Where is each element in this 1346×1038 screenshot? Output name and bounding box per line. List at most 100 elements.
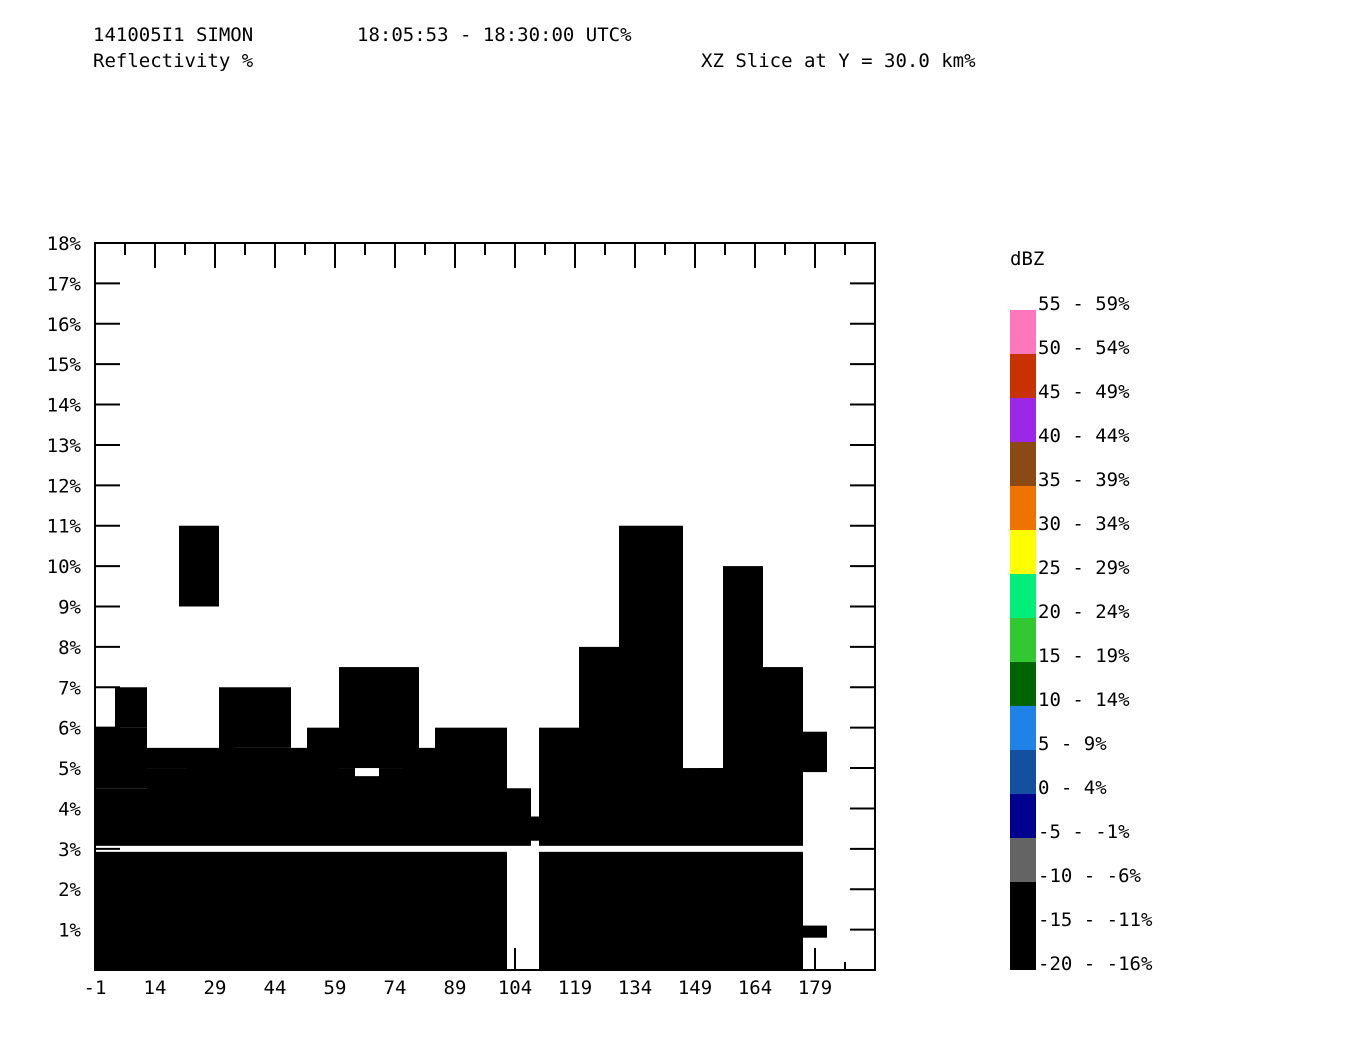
y-tick-label: 6% [58,718,81,740]
legend-swatch [1010,838,1036,882]
legend-swatch [1010,310,1036,354]
plot-axes: -1 14 29 44 59 74 89 104 119 134 149 164 179 1% 2% 3% 4%… [47,233,876,999]
reflectivity-cell [95,727,147,789]
legend-label: 0 - 4% [1038,777,1107,799]
legend-label: 40 - 44% [1038,425,1130,447]
legend-swatch [1010,706,1036,750]
reflectivity-cell [275,889,291,970]
reflectivity-cell [187,848,219,970]
y-tick-label: 10% [47,556,82,578]
legend-swatch [1010,354,1036,398]
y-tick-label: 8% [58,637,81,659]
reflectivity-cell [723,566,763,970]
legend-label: 20 - 24% [1038,601,1130,623]
reflectivity-cell [331,768,355,970]
legend-label: -5 - -1% [1038,821,1130,843]
reflectivity-cell [379,768,403,970]
legend-swatch [1010,926,1036,970]
x-tick-label: 74 [384,977,407,999]
reflectivity-cell [251,755,283,777]
legend-swatch [1010,574,1036,618]
reflectivity-cell [95,848,147,970]
legend-swatch [1010,486,1036,530]
reflectivity-cell [339,667,419,769]
reflectivity-cell [243,889,275,970]
x-tick-label: 164 [738,977,772,999]
legend-swatch [1010,530,1036,574]
x-tick-label: 119 [558,977,592,999]
y-tick-label: 9% [58,597,81,619]
reflectivity-cell [115,687,147,728]
x-tick-label: 14 [144,977,167,999]
legend-label: 55 - 59% [1038,293,1130,315]
legend-swatch [1010,882,1036,926]
reflectivity-cells [95,525,875,970]
legend-label: -10 - -6% [1038,865,1142,887]
reflectivity-cell [707,768,723,785]
x-tick-label: 59 [324,977,347,999]
legend-label: 50 - 54% [1038,337,1130,359]
legend-title: dBZ [1010,248,1044,270]
x-tick-label: -1 [84,977,107,999]
y-tick-label: 17% [47,273,82,295]
legend-swatch [1010,442,1036,486]
y-tick-label: 18% [47,233,82,255]
legend-label: -15 - -11% [1038,909,1153,931]
reflectivity-cell [635,646,675,849]
y-tick-label: 1% [58,920,81,942]
reflectivity-cell [147,747,187,769]
case-label: 141005I1 SIMON [93,24,254,46]
y-tick-label: 11% [47,516,82,538]
legend-label: 35 - 39% [1038,469,1130,491]
data-gap-line [95,845,875,852]
y-tick-label: 7% [58,677,81,699]
legend-label: 10 - 14% [1038,689,1130,711]
reflectivity-cell [579,646,619,970]
legend-label: 15 - 19% [1038,645,1130,667]
x-tick-label: 134 [618,977,652,999]
reflectivity-cell [219,687,291,748]
legend-swatch [1010,398,1036,442]
legend-swatch [1010,662,1036,706]
y-tick-label: 13% [47,435,82,457]
y-tick-label: 14% [47,395,82,417]
legend-label: 5 - 9% [1038,733,1107,755]
reflectivity-cell [147,768,187,849]
reflectivity-cell [467,808,483,849]
legend-label: 45 - 49% [1038,381,1130,403]
y-tick-label: 5% [58,758,81,780]
reflectivity-cell [699,768,723,970]
y-tick-label: 4% [58,798,81,820]
reflectivity-cell [95,788,147,849]
legend-label: -20 - -16% [1038,953,1153,975]
x-tick-label: 44 [264,977,287,999]
field-label: Reflectivity % [93,50,254,72]
reflectivity-cell [179,525,219,607]
x-tick-label: 179 [798,977,832,999]
legend-swatch [1010,794,1036,838]
y-tick-label: 2% [58,879,81,901]
slice-label: XZ Slice at Y = 30.0 km% [701,50,976,72]
y-tick-label: 16% [47,314,82,336]
reflectivity-cell [803,731,827,773]
time-range: 18:05:53 - 18:30:00 UTC% [357,24,632,46]
reflectivity-cell [523,816,539,841]
reflectivity-cell [355,776,379,970]
y-tick-label: 15% [47,354,82,376]
x-tick-label: 89 [444,977,467,999]
x-tick-label: 104 [498,977,532,999]
reflectivity-cell [187,747,219,849]
reflectivity-cell [803,925,827,938]
reflectivity-cell [403,747,435,970]
legend-label: 25 - 29% [1038,557,1130,579]
y-tick-label: 3% [58,839,81,861]
dbz-legend: dBZ 55 - 59% 50 - 54% 45 - 49% 40 - 44% 35 - … [1010,248,1153,975]
legend-swatch [1010,618,1036,662]
x-tick-label: 29 [204,977,227,999]
legend-swatch [1010,750,1036,794]
legend-label: 30 - 34% [1038,513,1130,535]
x-tick-label: 149 [678,977,712,999]
y-tick-label: 12% [47,475,82,497]
reflectivity-cell [147,848,187,970]
